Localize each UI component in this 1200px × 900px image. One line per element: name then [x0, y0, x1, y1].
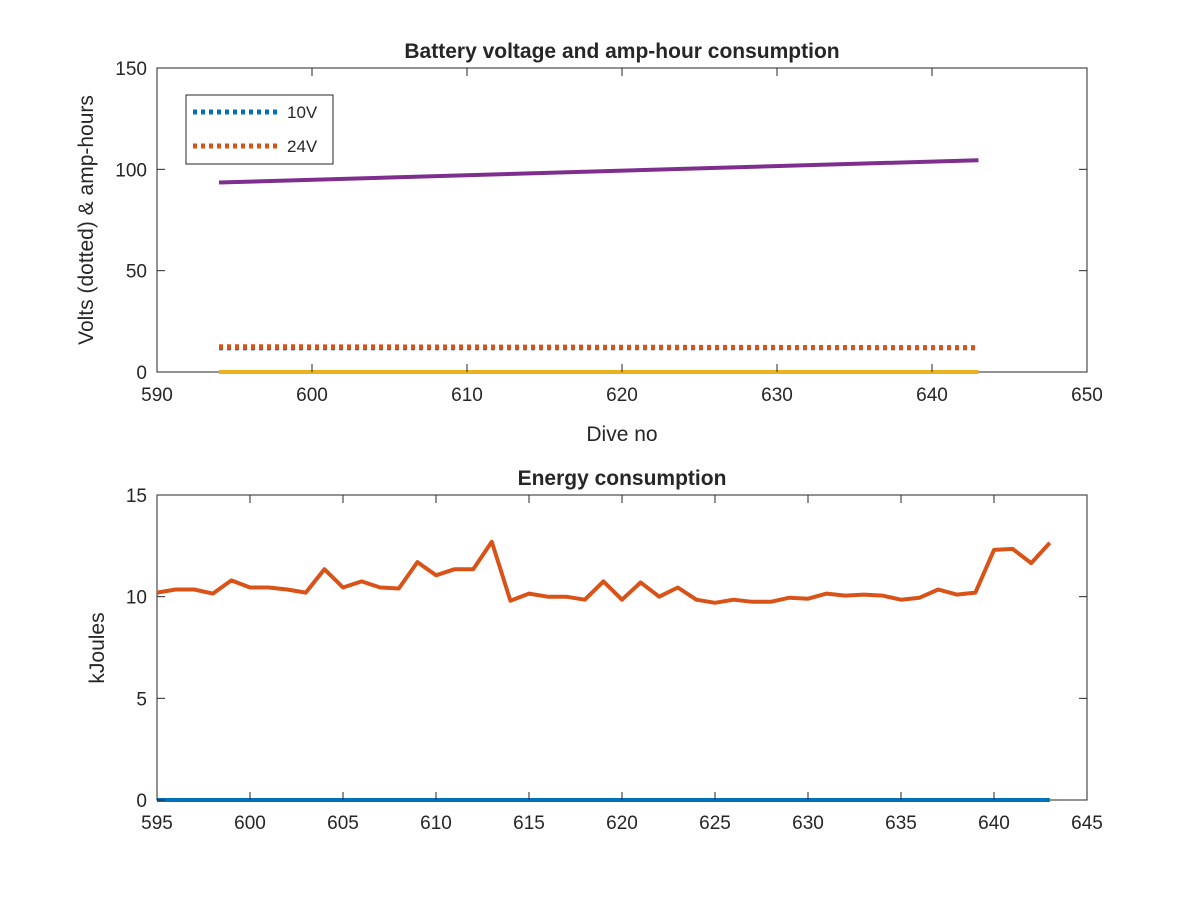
voltage-amphour-series-group — [218, 158, 979, 374]
energy-x-tick-label: 610 — [420, 813, 452, 834]
energy-y-tick-label: 15 — [126, 486, 147, 507]
energy-x-tick-label: 595 — [141, 813, 173, 834]
voltage-amphour-x-tick-label: 600 — [296, 385, 328, 406]
energy-title: Energy consumption — [518, 467, 727, 490]
voltage-amphour-x-label: Dive no — [586, 423, 657, 446]
legend-24v-label: 24V — [287, 137, 318, 156]
energy-axes: 595 600 605 610 615 620 625 630 635 640 645051015 … — [86, 467, 1103, 834]
energy-ticks-group: 595 600 605 610 615 620 625 630 635 640 645 0 5 10 15 — [126, 486, 1103, 834]
legend-10v-label: 10V — [287, 103, 318, 122]
voltage-amphour-x-tick-label: 640 — [916, 385, 948, 406]
voltage-amphour-amphour-line — [218, 158, 979, 185]
voltage-amphour-ticks-group: 590 600 610 620 630 640 650 0 50 100 150 — [115, 59, 1103, 406]
energy-y-tick-label: 5 — [136, 689, 147, 710]
energy-x-tick-label: 615 — [513, 813, 545, 834]
voltage-amphour-title: Battery voltage and amp-hour consumption — [404, 40, 839, 63]
voltage-amphour-x-tick-label: 610 — [451, 385, 483, 406]
voltage-amphour-axes: 590 600 610 620 630 640 650 0 50 100 150 Battery v… — [75, 40, 1103, 446]
voltage-amphour-y-tick-label: 100 — [115, 160, 147, 181]
energy-energy-line — [156, 539, 1052, 605]
energy-x-tick-label: 640 — [978, 813, 1010, 834]
energy-x-tick-label: 600 — [234, 813, 266, 834]
energy-plot-area — [156, 494, 1088, 801]
legend-box — [185, 94, 334, 165]
energy-x-tick-label: 605 — [327, 813, 359, 834]
energy-y-label: kJoules — [86, 612, 109, 683]
voltage-amphour-y-tick-label: 0 — [136, 363, 147, 384]
energy-x-tick-label: 635 — [885, 813, 917, 834]
voltage-amphour-y-tick-label: 150 — [115, 59, 147, 80]
voltage-amphour-x-tick-label: 620 — [606, 385, 638, 406]
voltage-amphour-24v-line — [218, 344, 979, 351]
voltage-amphour-y-label: Volts (dotted) & amp-hours — [75, 95, 98, 345]
legend: 10V 24V — [185, 94, 334, 165]
energy-y-tick-label: 0 — [136, 791, 147, 812]
voltage-amphour-x-tick-label: 650 — [1071, 385, 1103, 406]
voltage-amphour-x-tick-label: 630 — [761, 385, 793, 406]
voltage-amphour-x-tick-label: 590 — [141, 385, 173, 406]
energy-y-tick-label: 10 — [126, 588, 147, 609]
energy-x-tick-label: 625 — [699, 813, 731, 834]
energy-x-tick-label: 645 — [1071, 813, 1103, 834]
energy-x-tick-label: 630 — [792, 813, 824, 834]
voltage-amphour-y-tick-label: 50 — [126, 262, 147, 283]
energy-x-tick-label: 620 — [606, 813, 638, 834]
